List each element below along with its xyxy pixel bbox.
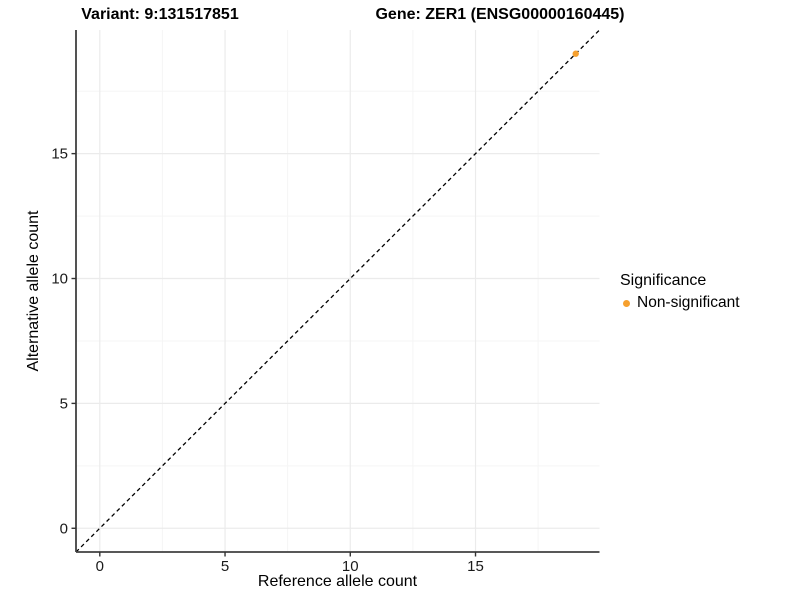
x-axis-label: Reference allele count: [257, 573, 418, 590]
legend-item-label: Non-significant: [637, 294, 740, 311]
identity-line: [75, 29, 600, 553]
data-point: [572, 50, 579, 57]
legend: Significance Non-significant: [612, 272, 740, 312]
x-tick-label: 5: [221, 558, 229, 575]
legend-swatch-dot-icon: [623, 299, 630, 307]
legend-item-non-significant: Non-significant: [612, 294, 740, 312]
x-tick-label: 0: [96, 558, 104, 575]
plot-title-gene: Gene: ZER1 (ENSG00000160445): [375, 6, 625, 23]
plot-title-variant: Variant: 9:131517851: [81, 6, 239, 23]
y-tick-label: 5: [60, 395, 68, 412]
x-tick-label: 10: [342, 558, 359, 575]
legend-title: Significance: [620, 272, 707, 289]
y-axis-label: Alternative allele count: [25, 210, 42, 372]
x-tick-label: 15: [467, 558, 484, 575]
y-tick-label: 15: [51, 146, 68, 163]
y-tick-label: 0: [60, 520, 68, 537]
y-tick-label: 10: [51, 271, 68, 288]
